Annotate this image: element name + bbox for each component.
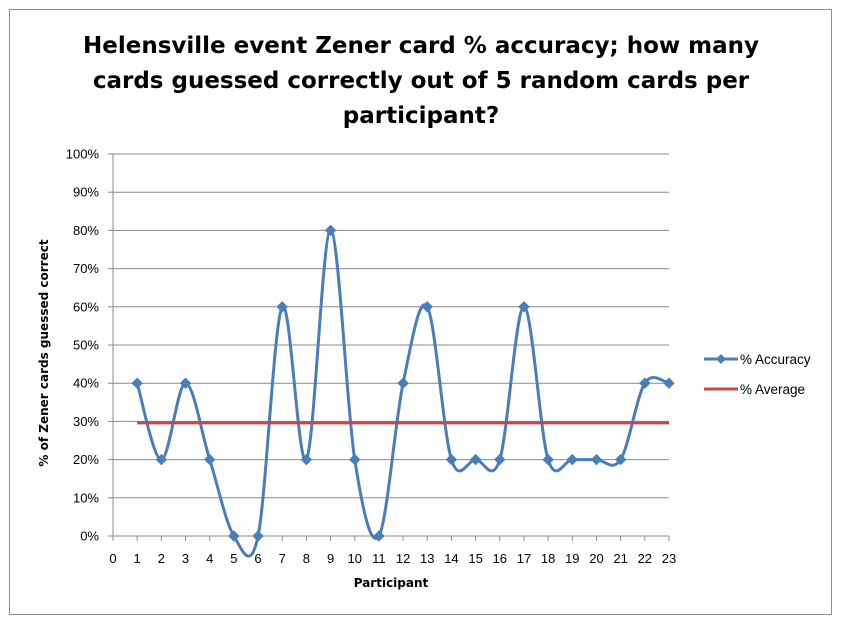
data-point-marker (300, 453, 313, 466)
x-tick-label: 7 (279, 551, 286, 566)
x-tick-label: 9 (327, 551, 334, 566)
data-point-marker (397, 377, 409, 389)
data-point-marker (639, 377, 651, 389)
data-point-marker (494, 453, 506, 466)
legend-item: % Average (704, 382, 805, 397)
x-tick-label: 0 (109, 551, 116, 566)
y-tick-label: 80% (73, 223, 99, 238)
y-tick-label: 10% (73, 490, 99, 505)
y-tick-label: 30% (73, 414, 99, 429)
x-tick-label: 13 (420, 551, 434, 566)
data-point-marker (276, 301, 288, 313)
x-tick-labels: 0 1 2 3 4 5 6 7 8 9 10 11 12 13 14 15 16 17 18 19 20 21 22 23 (109, 551, 676, 566)
x-tick-label: 10 (348, 551, 362, 566)
x-tick-label: 8 (303, 551, 310, 566)
y-tick-label: 20% (73, 452, 99, 467)
data-point-marker (203, 453, 216, 466)
legend-item: % Accuracy (704, 352, 811, 367)
x-tick-label: 6 (254, 551, 261, 566)
data-point-marker (421, 301, 433, 313)
legend: % Accuracy % Average (704, 352, 811, 397)
x-tick-label: 1 (134, 551, 141, 566)
chart: Helensville event Zener card % accuracy;… (37, 33, 811, 590)
y-tick-labels: 0% 10% 20% 30% 40% 50% 60% 70% 80% 90% 100% (66, 147, 100, 544)
chart-title-line: cards guessed correctly out of 5 random … (93, 68, 750, 94)
gridlines (113, 153, 669, 499)
y-tick-label: 50% (73, 338, 99, 353)
x-tick-label: 16 (493, 551, 507, 566)
x-tick-label: 5 (230, 551, 237, 566)
legend-marker (716, 354, 726, 364)
x-tick-label: 15 (468, 551, 482, 566)
plot-series (131, 224, 675, 558)
chart-title: Helensville event Zener card % accuracy;… (83, 33, 759, 129)
chart-frame: Helensville event Zener card % accuracy;… (9, 9, 832, 615)
data-point-marker (179, 377, 192, 389)
y-tick-label: 100% (66, 147, 100, 162)
chart-title-line: Helensville event Zener card % accuracy;… (83, 33, 759, 59)
x-tick-label: 23 (662, 551, 676, 566)
x-tick-label: 14 (444, 551, 458, 566)
x-tick-label: 4 (206, 551, 213, 566)
series-accuracy (131, 224, 675, 558)
data-point-marker (373, 530, 385, 542)
data-point-marker (445, 453, 458, 466)
y-tick-label: 40% (73, 376, 99, 391)
x-tick-label: 21 (613, 551, 627, 566)
x-tick-label: 20 (589, 551, 603, 566)
x-tick-label: 17 (517, 551, 531, 566)
axes (108, 153, 670, 541)
data-point-marker (663, 377, 675, 389)
data-point-marker (469, 453, 482, 466)
y-axis-title: % of Zener cards guessed correct (37, 239, 51, 466)
data-point-marker (349, 453, 361, 466)
x-tick-label: 3 (182, 551, 189, 566)
x-tick-label: 22 (638, 551, 652, 566)
data-point-marker (566, 453, 579, 466)
y-tick-label: 0% (80, 529, 99, 544)
data-point-marker (518, 301, 530, 313)
data-point-marker (131, 377, 143, 389)
y-tick-label: 90% (73, 185, 99, 200)
data-point-marker (252, 530, 264, 542)
x-tick-label: 18 (541, 551, 555, 566)
legend-label: % Accuracy (740, 352, 811, 367)
x-tick-label: 11 (372, 551, 386, 566)
x-tick-label: 19 (565, 551, 579, 566)
x-axis-title: Participant (354, 576, 429, 590)
data-point-marker (590, 453, 603, 466)
data-point-marker (324, 224, 337, 237)
x-tick-label: 12 (396, 551, 410, 566)
legend-label: % Average (740, 382, 805, 397)
y-tick-label: 70% (73, 261, 99, 276)
chart-title-line: participant? (343, 103, 499, 129)
y-tick-label: 60% (73, 299, 99, 314)
series-line (135, 228, 670, 558)
data-point-marker (614, 453, 627, 466)
data-point-marker (542, 453, 554, 466)
data-point-marker (228, 530, 240, 542)
x-tick-label: 2 (158, 551, 165, 566)
data-point-marker (155, 453, 168, 466)
